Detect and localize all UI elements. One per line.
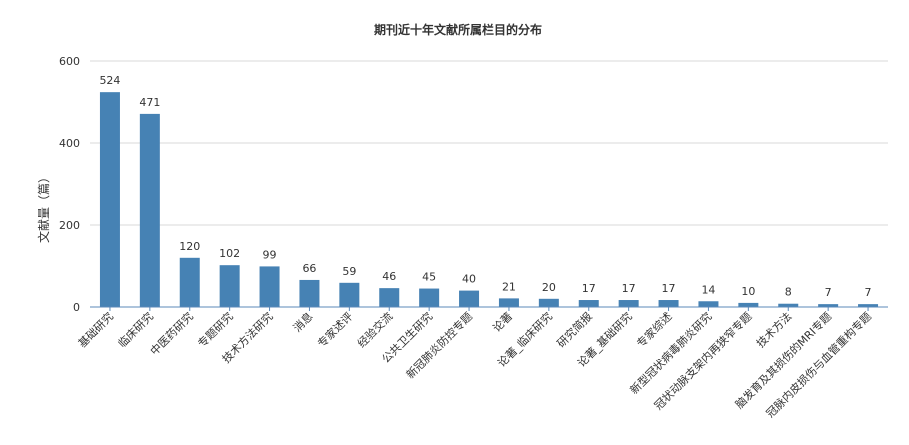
x-tick-label: 论著 (490, 309, 515, 334)
x-tick-label: 技术方法 (753, 309, 794, 350)
bar (498, 298, 519, 307)
y-tick-label: 200 (59, 219, 80, 232)
data-label: 17 (582, 282, 596, 295)
bar (818, 304, 839, 307)
bar (658, 300, 679, 307)
bar (99, 92, 120, 307)
bars (99, 92, 879, 307)
data-label: 66 (302, 262, 316, 275)
y-tick-label: 0 (73, 301, 80, 314)
x-tick-label: 基础研究 (75, 309, 116, 350)
bar (698, 301, 719, 307)
bar (179, 257, 200, 307)
x-tick-label: 临床研究 (115, 309, 156, 350)
data-label: 471 (139, 96, 160, 109)
x-tick-label: 研究简报 (554, 309, 595, 350)
bar (578, 300, 599, 307)
data-label: 7 (865, 286, 872, 299)
data-label: 99 (263, 248, 277, 261)
data-label: 120 (179, 240, 200, 253)
bar (858, 304, 879, 307)
data-label: 46 (382, 270, 396, 283)
bar (259, 266, 280, 307)
data-label: 17 (662, 282, 676, 295)
data-label: 7 (825, 286, 832, 299)
data-label: 40 (462, 273, 476, 286)
y-axis-label: 文献量（篇） (36, 171, 51, 243)
data-label: 20 (542, 281, 556, 294)
data-label: 524 (99, 74, 120, 87)
data-label: 10 (741, 285, 755, 298)
data-label: 14 (701, 283, 715, 296)
chart-title: 期刊近十年文献所属栏目的分布 (374, 22, 542, 37)
bar (778, 303, 799, 307)
data-label: 17 (622, 282, 636, 295)
bar (538, 298, 559, 307)
x-tick-label: 中医药研究 (147, 309, 196, 358)
data-label: 102 (219, 247, 240, 260)
data-label: 45 (422, 271, 436, 284)
bar (139, 113, 160, 307)
bar (459, 290, 480, 307)
data-label: 59 (342, 265, 356, 278)
data-labels: 524 471 120 102 99 66 59 46 45 40 21 20 17 17 17 14 10 8 7… (99, 74, 871, 299)
x-tick-label: 专家综述 (634, 309, 675, 350)
x-tick-label: 经验交流 (354, 309, 395, 350)
bar (419, 288, 440, 307)
bar (379, 288, 400, 307)
bar (339, 282, 360, 307)
bar (219, 265, 240, 307)
bar (618, 300, 639, 307)
x-tick-label: 专家述评 (314, 309, 355, 350)
data-label: 21 (502, 280, 516, 293)
x-tick-label: 新冠肺炎防控专题 (403, 309, 475, 381)
x-tick-label: 专题研究 (195, 309, 236, 350)
y-axis-ticks: 0 200 400 600 (59, 55, 80, 314)
y-tick-label: 400 (59, 137, 80, 150)
bar (299, 279, 320, 307)
y-tick-label: 600 (59, 55, 80, 68)
bar (738, 302, 759, 307)
grid-lines (90, 60, 888, 226)
data-label: 8 (785, 286, 792, 299)
x-tick-label: 消息 (290, 309, 315, 334)
